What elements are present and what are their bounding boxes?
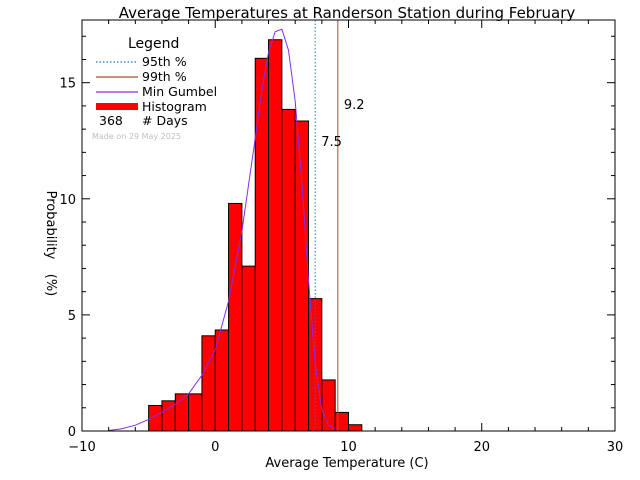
histogram-bar (254, 57, 270, 432)
histogram-bar (294, 120, 310, 432)
x-tick-label: 0 (211, 440, 219, 455)
legend-days-label: # Days (142, 113, 188, 128)
y-tick-label: 0 (68, 425, 76, 440)
histogram-bar (188, 393, 203, 432)
legend-p95-label: 95th % (142, 54, 187, 69)
gumbel-curve (108, 28, 336, 431)
x-axis-label: Average Temperature (C) (265, 456, 428, 471)
percentile-lines (314, 20, 339, 431)
histogram-bar (201, 335, 216, 432)
chart-title: Average Temperatures at Randerson Statio… (119, 4, 576, 22)
x-tick-label: 20 (473, 440, 490, 455)
histogram-bar (241, 265, 256, 432)
y-axis-label-line2: (%) (43, 274, 58, 297)
histogram-bar (281, 108, 296, 432)
legend-days-count: 368 (99, 113, 123, 128)
histogram-bars (148, 39, 363, 432)
p99-value-label: 9.2 (344, 98, 365, 113)
histogram-bar (214, 329, 230, 432)
legend-p99-label: 99th % (142, 69, 187, 84)
y-tick-label: 15 (59, 77, 76, 92)
histogram-bar (321, 379, 336, 432)
histogram-bar (228, 202, 243, 432)
legend: Legend 95th % 99th % Min Gumbel Histogra… (92, 36, 217, 141)
y-tick-label: 10 (59, 193, 76, 208)
legend-histogram-label: Histogram (142, 99, 207, 114)
made-on-note: Made on 29 May 2025 (92, 132, 181, 141)
legend-title: Legend (128, 36, 179, 52)
x-tick-label: 10 (340, 440, 357, 455)
histogram-bar (268, 39, 283, 432)
x-axis: −10 0 10 20 30 (68, 20, 623, 455)
p95-value-label: 7.5 (321, 135, 342, 150)
histogram-bar (334, 411, 349, 432)
y-axis-label-line1: Probability (43, 191, 58, 260)
y-tick-label: 5 (68, 309, 76, 324)
x-tick-label: 30 (607, 440, 624, 455)
legend-gumbel-label: Min Gumbel (142, 84, 217, 99)
y-axis: 0 5 10 15 (59, 35, 615, 440)
legend-histogram-swatch (96, 103, 138, 110)
x-tick-label: −10 (68, 440, 95, 455)
histogram-bar (348, 424, 363, 432)
